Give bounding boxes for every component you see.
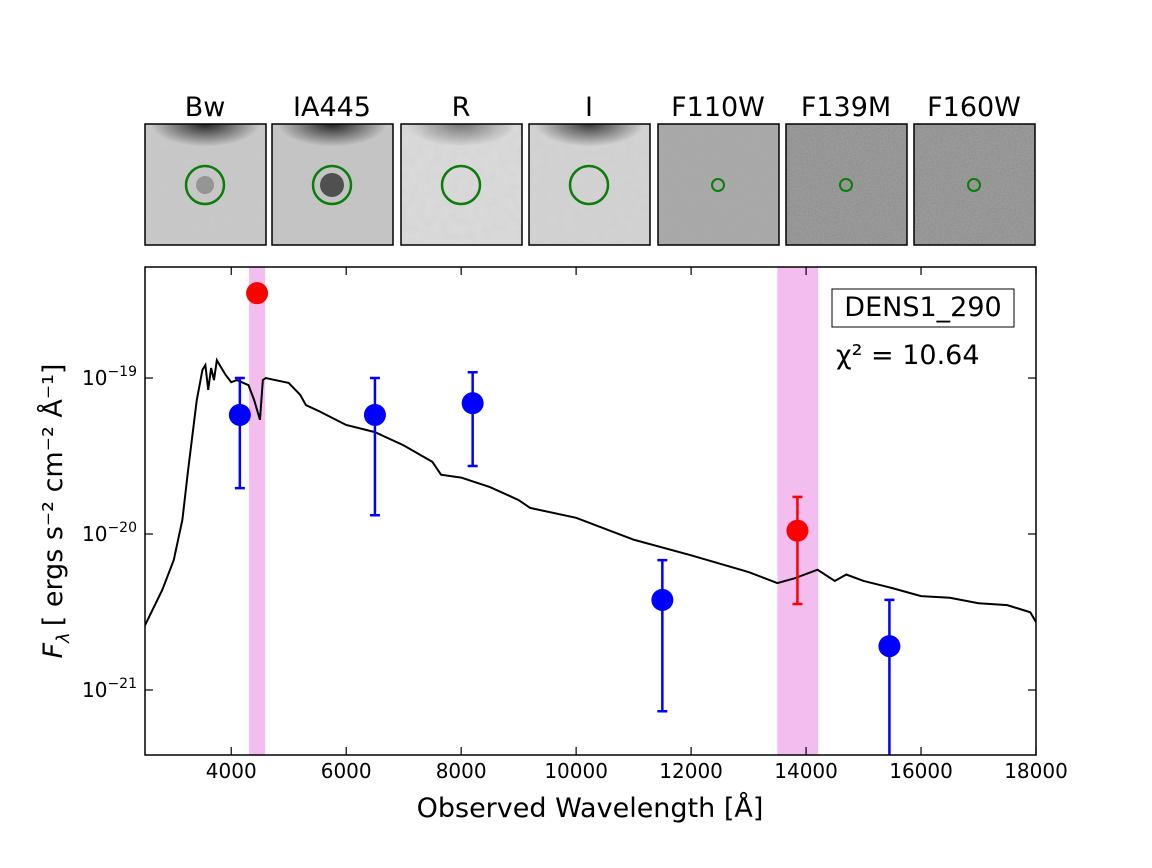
plot-frame — [144, 266, 1037, 756]
x-tick-label: 14000 — [774, 759, 838, 783]
cutout-frame — [913, 123, 1036, 246]
error-bar — [657, 558, 668, 713]
cutout-frame — [400, 123, 523, 246]
x-tick-label: 4000 — [206, 759, 257, 783]
data-point — [228, 403, 251, 426]
data-point — [878, 635, 901, 658]
cutout-label: R — [452, 92, 471, 123]
x-tick-label: 10000 — [544, 759, 608, 783]
y-tick-base: 10 — [82, 678, 107, 702]
aperture — [184, 164, 226, 206]
cutout-row: Bw IA445 R I F110W F139M F160W — [144, 92, 1036, 246]
plot-clip — [145, 267, 1036, 755]
aperture — [311, 164, 353, 206]
y-axis-label: Fλ [ ergs s⁻² cm⁻² Å⁻¹] — [37, 364, 74, 659]
plot-area: 4000 6000 8000 10000 12000 14000 16000 1800010−… — [82, 266, 1068, 783]
annotation-box — [831, 288, 1015, 328]
aperture — [568, 164, 610, 206]
aperture — [711, 178, 725, 192]
x-tick-label: 12000 — [659, 759, 723, 783]
data-point — [461, 392, 484, 415]
y-tick-exponent: −21 — [107, 676, 137, 692]
cutout-frame — [144, 123, 267, 246]
cutout-label: IA445 — [293, 92, 371, 123]
cutout-label: F160W — [927, 92, 1021, 123]
error-bar — [884, 598, 895, 755]
cutout-label: F139M — [801, 92, 891, 123]
aperture — [440, 164, 482, 206]
cutout-frame — [657, 123, 780, 246]
data-point — [786, 519, 809, 542]
cutout-noise — [658, 124, 779, 245]
object-name: DENS1_290 — [844, 292, 1001, 323]
chi-square: χ² = 10.64 — [836, 340, 980, 371]
cutout-noise — [786, 124, 907, 245]
error-bar — [467, 370, 478, 468]
cutout-source — [196, 176, 214, 194]
x-tick-label: 18000 — [1004, 759, 1068, 783]
y-label-symbol: F — [38, 642, 69, 658]
x-tick-label: 16000 — [889, 759, 953, 783]
cutout-frame — [528, 123, 651, 246]
y-tick-base: 10 — [82, 522, 107, 546]
cutout-frame — [785, 123, 908, 246]
x-axis-label: Observed Wavelength [Å] — [417, 792, 764, 824]
data-point — [363, 403, 386, 426]
model-spectrum — [145, 357, 1036, 626]
data-point — [246, 282, 269, 305]
error-bar — [792, 495, 803, 606]
cutout-frame — [271, 123, 394, 246]
y-tick-exponent: −20 — [107, 520, 137, 536]
cutout-label: F110W — [671, 92, 765, 123]
cutout-label: Bw — [185, 92, 226, 123]
x-tick-label: 8000 — [436, 759, 487, 783]
x-tick-label: 6000 — [321, 759, 372, 783]
error-bar — [234, 376, 245, 490]
y-tick-base: 10 — [82, 366, 107, 390]
cutout-label: I — [585, 92, 593, 123]
y-tick-label: 10−21 — [82, 676, 137, 702]
aperture — [839, 178, 853, 192]
y-tick-label: 10−20 — [82, 520, 137, 546]
error-bar — [369, 376, 380, 517]
data-point — [651, 588, 674, 611]
cutout-source — [320, 173, 344, 197]
aperture — [967, 178, 981, 192]
y-tick-exponent: −19 — [107, 364, 137, 380]
cutout-noise — [914, 124, 1035, 245]
y-label-units: [ ergs s⁻² cm⁻² Å⁻¹] — [37, 364, 69, 627]
y-tick-label: 10−19 — [82, 364, 137, 390]
excluded-band — [249, 267, 266, 755]
y-label-subscript: λ — [53, 632, 74, 644]
